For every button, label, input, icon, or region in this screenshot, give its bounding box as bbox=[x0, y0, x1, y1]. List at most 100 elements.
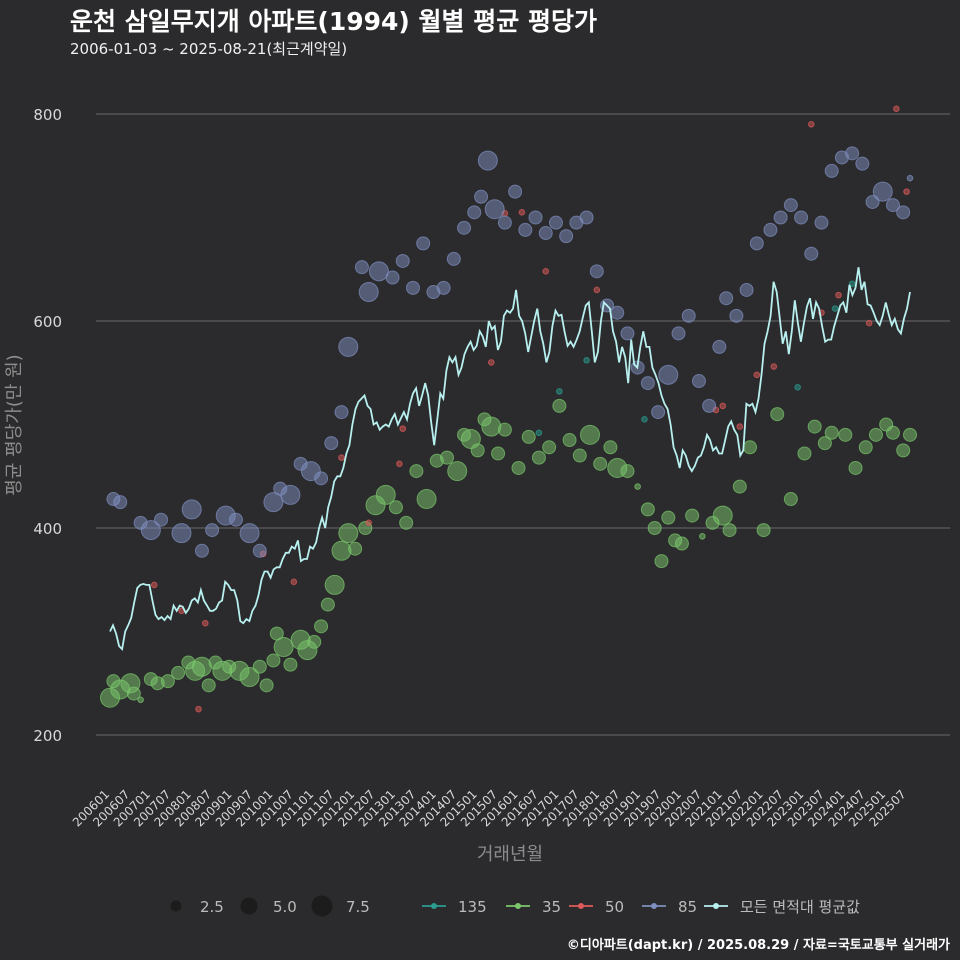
point-85 bbox=[474, 189, 489, 204]
x-tick-label: 200807 bbox=[172, 787, 214, 829]
point-35 bbox=[252, 659, 267, 674]
x-tick-label: 202501 bbox=[846, 787, 888, 829]
point-85 bbox=[865, 194, 880, 209]
point-85 bbox=[508, 184, 523, 199]
point-35 bbox=[307, 634, 322, 649]
point-85 bbox=[113, 495, 128, 510]
x-tick-label: 201201 bbox=[315, 787, 357, 829]
point-35 bbox=[511, 460, 526, 475]
point-35 bbox=[273, 637, 294, 658]
point-50 bbox=[593, 286, 601, 294]
point-85 bbox=[228, 512, 243, 527]
point-35 bbox=[848, 460, 863, 475]
point-35 bbox=[229, 660, 250, 681]
footer-credit: ©디아파트(dapt.kr) / 2025.08.29 / 자료=국토교통부 실… bbox=[566, 938, 950, 953]
point-85 bbox=[834, 150, 849, 165]
point-135 bbox=[641, 416, 648, 423]
point-35 bbox=[222, 659, 237, 674]
y-tick-label: 600 bbox=[33, 313, 62, 331]
x-tick-label: 201401 bbox=[397, 787, 439, 829]
point-35 bbox=[191, 656, 212, 677]
legend-dot bbox=[578, 903, 584, 909]
x-tick-label: 200901 bbox=[192, 787, 234, 829]
point-85 bbox=[181, 499, 202, 520]
point-35 bbox=[409, 464, 424, 479]
point-50 bbox=[259, 550, 267, 558]
point-85 bbox=[610, 305, 625, 320]
point-35 bbox=[297, 640, 318, 661]
point-85 bbox=[855, 156, 870, 171]
point-35 bbox=[491, 446, 506, 461]
point-35 bbox=[620, 464, 635, 479]
point-50 bbox=[365, 519, 373, 527]
point-50 bbox=[835, 291, 842, 299]
point-135 bbox=[794, 383, 801, 391]
average-line bbox=[109, 267, 911, 651]
x-tick-label: 202307 bbox=[785, 787, 827, 829]
point-85 bbox=[280, 484, 301, 505]
point-85 bbox=[658, 364, 679, 385]
point-35 bbox=[150, 676, 165, 691]
legend-size-circle bbox=[311, 895, 333, 917]
legend-dot bbox=[431, 903, 437, 909]
point-50 bbox=[202, 619, 209, 627]
point-85 bbox=[896, 205, 911, 220]
point-50 bbox=[807, 121, 815, 128]
y-tick-label: 200 bbox=[33, 727, 62, 745]
point-35 bbox=[208, 655, 223, 670]
point-35 bbox=[477, 412, 492, 427]
x-tick-label: 201301 bbox=[356, 787, 398, 829]
point-135 bbox=[831, 305, 839, 312]
point-35 bbox=[324, 574, 345, 595]
point-85 bbox=[467, 205, 482, 220]
point-85 bbox=[239, 523, 260, 544]
point-85 bbox=[457, 220, 472, 235]
point-135 bbox=[535, 429, 543, 437]
x-tick-label: 201107 bbox=[295, 787, 337, 829]
point-35 bbox=[699, 532, 706, 540]
point-35 bbox=[185, 660, 206, 681]
point-85 bbox=[154, 512, 169, 527]
point-35 bbox=[160, 674, 175, 689]
point-35 bbox=[661, 510, 676, 525]
point-85 bbox=[906, 174, 914, 182]
point-85 bbox=[640, 376, 655, 391]
point-85 bbox=[579, 210, 594, 225]
point-85 bbox=[324, 436, 339, 451]
x-axis-label: 거래년월 bbox=[476, 844, 544, 865]
point-35 bbox=[481, 416, 502, 437]
point-85 bbox=[497, 215, 512, 230]
point-35 bbox=[416, 489, 437, 510]
point-35 bbox=[531, 450, 546, 465]
point-85 bbox=[712, 339, 727, 354]
point-85 bbox=[824, 163, 839, 178]
point-85 bbox=[300, 461, 321, 482]
x-tick-label: 200907 bbox=[213, 787, 255, 829]
x-tick-label: 201601 bbox=[478, 787, 520, 829]
point-35 bbox=[674, 536, 689, 551]
point-50 bbox=[818, 309, 825, 317]
x-tick-label: 200701 bbox=[111, 787, 153, 829]
y-axis-label: 평균 평당가(만 원) bbox=[4, 354, 25, 496]
point-85 bbox=[749, 236, 764, 251]
point-85 bbox=[702, 398, 717, 413]
point-35 bbox=[879, 417, 894, 432]
point-85 bbox=[426, 285, 441, 300]
legend-size-circle bbox=[240, 897, 258, 915]
point-50 bbox=[893, 105, 900, 113]
point-85 bbox=[569, 215, 584, 230]
point-35 bbox=[106, 674, 121, 689]
point-85 bbox=[630, 360, 645, 375]
point-35 bbox=[137, 696, 144, 704]
point-85 bbox=[691, 374, 706, 389]
point-35 bbox=[399, 515, 414, 530]
point-35 bbox=[314, 619, 329, 634]
x-tick-label: 202407 bbox=[826, 787, 868, 829]
x-tick-label: 202107 bbox=[703, 787, 745, 829]
x-tick-label: 201407 bbox=[417, 787, 459, 829]
point-50 bbox=[753, 371, 761, 379]
point-35 bbox=[668, 533, 683, 548]
scatter-points bbox=[100, 105, 917, 713]
point-85 bbox=[763, 222, 778, 237]
